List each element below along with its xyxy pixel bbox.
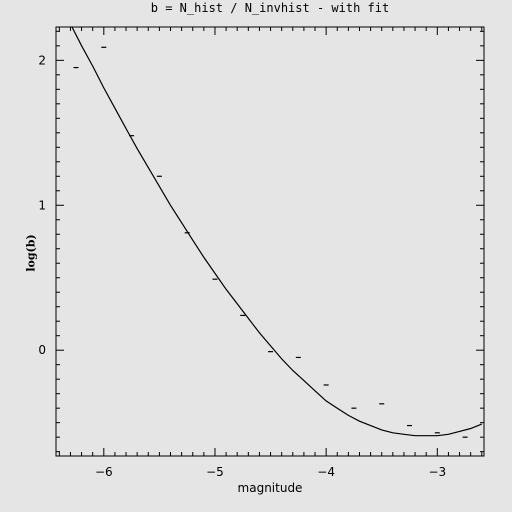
plot-frame	[55, 26, 485, 457]
x-tick-label: −3	[428, 465, 446, 479]
x-tick-label: −4	[317, 465, 335, 479]
fit-curve	[71, 27, 483, 437]
y-tick-label: 0	[38, 343, 46, 357]
x-axis-label: magnitude	[237, 481, 303, 495]
x-tick-label: −6	[95, 465, 113, 479]
y-tick-label: 1	[38, 198, 46, 212]
x-tick-label: −5	[206, 465, 224, 479]
chart-title: b = N_hist / N_invhist - with fit	[150, 1, 390, 15]
y-tick-label: 2	[38, 53, 46, 67]
